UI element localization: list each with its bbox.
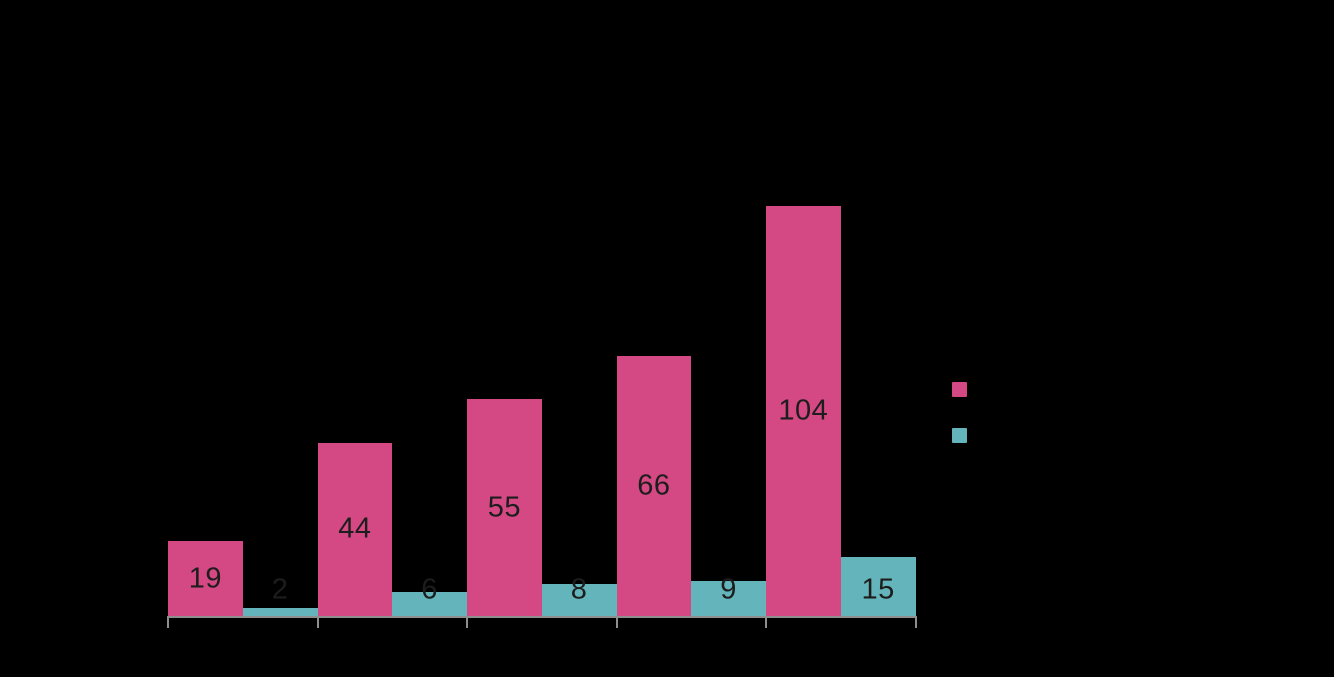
bar-series1-group5	[766, 206, 841, 616]
legend-swatch-pink	[952, 382, 967, 397]
bar-series1-group3	[467, 399, 542, 616]
x-axis-tick	[167, 618, 169, 628]
bar-series2-group2	[392, 592, 467, 616]
bar-value-label: 6	[421, 573, 438, 606]
bar-series1-group2	[317, 442, 393, 616]
bar-value-label: 2	[271, 573, 289, 606]
x-axis-line	[167, 616, 917, 618]
legend-item-series-2	[952, 428, 977, 443]
bar-series2-group3	[541, 584, 617, 616]
legend-swatch-teal	[952, 428, 967, 443]
x-axis-tick	[316, 618, 319, 628]
x-axis-tick	[765, 618, 767, 628]
bar-value-label: 9	[720, 573, 737, 606]
x-axis-tick	[466, 618, 468, 628]
bar-series2-group1	[242, 608, 318, 616]
legend	[952, 382, 977, 474]
bar-value-label: 66	[637, 469, 671, 502]
bar-value-label: 55	[487, 491, 522, 524]
bar-series2-group5	[840, 556, 916, 616]
bar-value-label: 15	[861, 573, 895, 606]
bar-value-label: 8	[570, 573, 588, 606]
bar-series1-group4	[616, 355, 692, 616]
x-axis-tick	[615, 618, 618, 628]
bar-value-label: 104	[778, 394, 829, 427]
legend-item-series-1	[952, 382, 977, 397]
bar-value-label: 19	[188, 562, 223, 595]
bar-value-label: 44	[338, 512, 372, 545]
bar-series1-group1	[168, 541, 243, 616]
bar-series2-group4	[691, 580, 766, 616]
x-axis-tick	[914, 618, 917, 628]
